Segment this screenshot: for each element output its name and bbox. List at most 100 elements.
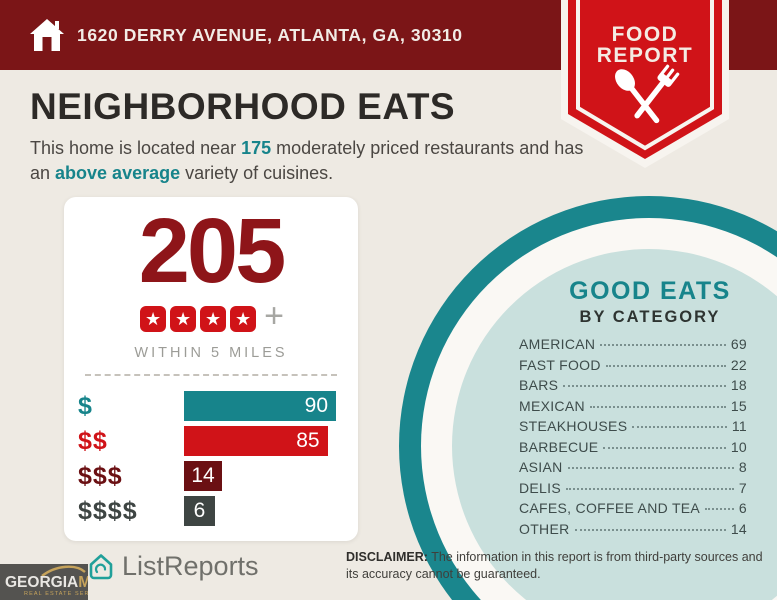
category-list: AMERICAN 69 FAST FOOD 22 BARS 18 MEXICAN 15 STEA… — [519, 336, 747, 541]
mls-mls: MLS — [78, 574, 88, 591]
price-bar-value: 6 — [193, 499, 206, 522]
category-name: ASIAN — [519, 459, 563, 475]
listreports-logo: ListReports — [86, 551, 259, 582]
price-bar: 90 — [184, 391, 336, 421]
star-rating: ★ ★ ★ ★ + — [64, 297, 358, 336]
dotted-leader — [605, 364, 726, 367]
page-title: NEIGHBORHOOD EATS — [30, 86, 456, 127]
listreports-house-icon — [89, 554, 113, 580]
star-icon: ★ — [230, 306, 257, 332]
category-count: 6 — [738, 500, 747, 516]
price-level-label: $$$ — [78, 461, 123, 490]
category-count: 11 — [731, 418, 747, 434]
category-count: 7 — [738, 479, 747, 496]
variety-highlight: above average — [55, 162, 181, 183]
star-tiles: ★ ★ ★ ★ — [138, 306, 258, 332]
disclaimer-text: The information in this report is from t… — [346, 550, 763, 581]
price-bar-row: $$ 85 — [78, 426, 358, 456]
disclaimer-label: DISCLAIMER: — [346, 550, 428, 564]
home-icon — [30, 19, 64, 51]
category-row: STEAKHOUSES 11 — [519, 418, 747, 439]
dotted-leader — [589, 405, 726, 408]
good-eats-title: GOOD EATS — [569, 277, 731, 305]
star-icon: ★ — [200, 306, 227, 332]
category-name: MEXICAN — [519, 397, 585, 414]
subtitle-text: moderately priced restaurants and has an — [30, 138, 584, 183]
price-bar: 14 — [184, 461, 222, 491]
price-bar: 6 — [184, 496, 215, 526]
restaurant-count: 175 — [241, 138, 272, 158]
price-bar: 85 — [184, 426, 328, 456]
star-icon: ★ — [170, 306, 197, 332]
property-address: 1620 DERRY AVENUE, ATLANTA, GA, 30310 — [77, 25, 463, 45]
subtitle-text: This home is located near — [30, 138, 242, 158]
category-row: ASIAN 8 — [519, 459, 747, 480]
total-restaurants: 205 — [138, 200, 287, 302]
category-count: 69 — [730, 336, 747, 352]
price-level-label: $$ — [78, 426, 108, 455]
dotted-leader — [563, 385, 726, 387]
dotted-leader — [574, 528, 726, 531]
plus-icon: + — [264, 297, 284, 335]
page-subtitle: This home is located near 175 moderately… — [30, 136, 586, 186]
category-name: CAFES, COFFEE AND TEA — [519, 500, 701, 516]
ribbon-label-line1: FOOD — [611, 23, 679, 46]
category-name: DELIS — [519, 479, 561, 496]
good-eats-header: GOOD EATS BY CATEGORY — [495, 279, 777, 327]
category-count: 8 — [738, 459, 747, 475]
food-report-ribbon — [561, 0, 729, 168]
dashed-divider — [85, 374, 337, 376]
category-name: FAST FOOD — [519, 356, 601, 373]
fork-icon — [634, 64, 680, 119]
price-bar-row: $90 — [78, 391, 358, 421]
price-bar-value: 90 — [304, 394, 328, 417]
dotted-leader — [565, 487, 734, 490]
category-name: BARS — [519, 377, 559, 393]
category-row: DELIS 7 — [519, 480, 747, 501]
disclaimer: DISCLAIMER: The information in this repo… — [346, 549, 772, 582]
subtitle-text: variety of cuisines. — [180, 162, 334, 183]
category-name: STEAKHOUSES — [519, 418, 628, 434]
price-level-label: $$$$ — [78, 496, 138, 525]
price-bar-value: 85 — [296, 429, 320, 452]
category-count: 18 — [730, 377, 747, 393]
radius-label: WITHIN 5 MILES — [134, 345, 288, 361]
category-count: 10 — [730, 438, 747, 455]
star-icon: ★ — [140, 306, 167, 332]
ribbon-label-line2: REPORT — [596, 44, 694, 67]
category-row: MEXICAN 15 — [519, 398, 747, 419]
category-row: BARBECUE 10 — [519, 439, 747, 460]
category-count: 15 — [730, 397, 747, 414]
circle-white-ring — [421, 218, 777, 600]
dotted-leader — [603, 446, 726, 449]
category-name: BARBECUE — [519, 438, 599, 455]
category-row: OTHER 14 — [519, 521, 747, 542]
category-name: AMERICAN — [519, 336, 596, 352]
category-row: AMERICAN 69 — [519, 336, 747, 357]
mls-tagline: REAL ESTATE SERVICES — [24, 591, 88, 597]
dotted-leader — [705, 508, 734, 510]
listreports-wordmark: ListReports — [122, 551, 259, 581]
category-count: 22 — [730, 356, 747, 373]
dotted-leader — [632, 426, 727, 428]
ribbon-label: FOOD REPORT — [561, 24, 729, 66]
mls-georgia: GEORGIA — [5, 574, 79, 591]
good-eats-subtitle: BY CATEGORY — [579, 308, 721, 326]
mls-wordmark: GEORGIAMLS — [5, 575, 88, 591]
georgia-mls-logo: GEORGIAMLS REAL ESTATE SERVICES — [0, 564, 88, 600]
category-name: OTHER — [519, 520, 570, 537]
stats-card: 205 ★ ★ ★ ★ + WITHIN 5 MILES $90 $$ 85 $$$ 14 $$… — [64, 197, 358, 541]
price-bar-value: 14 — [191, 464, 215, 487]
price-bar-chart: $90 $$ 85 $$$ 14 $$$$ 6 — [78, 391, 358, 526]
mls-swoosh-icon — [41, 565, 86, 577]
price-level-label: $ — [78, 391, 93, 420]
category-count: 14 — [730, 520, 747, 537]
category-row: FAST FOOD 22 — [519, 357, 747, 378]
price-bar-row: $$$ 14 — [78, 461, 358, 491]
category-row: BARS 18 — [519, 377, 747, 398]
good-eats-circle — [399, 196, 777, 600]
price-bar-row: $$$$ 6 — [78, 496, 358, 526]
dotted-leader — [600, 344, 726, 346]
category-row: CAFES, COFFEE AND TEA 6 — [519, 500, 747, 521]
